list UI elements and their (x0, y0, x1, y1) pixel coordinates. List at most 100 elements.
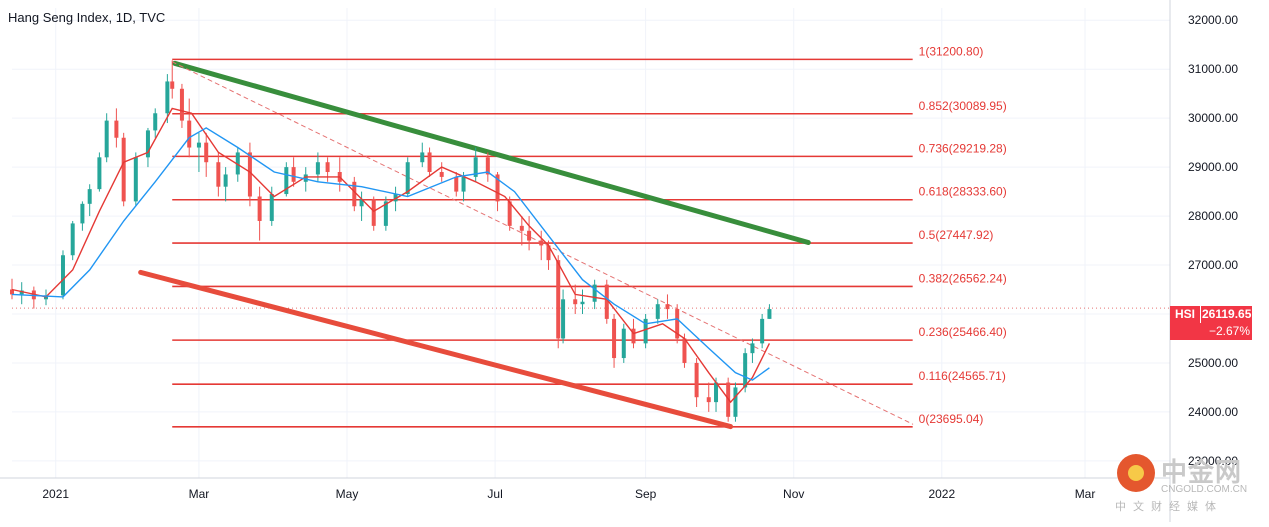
x-tick-label: 2021 (42, 487, 69, 501)
candle (196, 132, 201, 173)
candle-body (643, 318, 648, 344)
candle (284, 162, 289, 197)
fib-level-label: 0.236(25466.40) (919, 325, 1007, 339)
candle (87, 184, 92, 217)
candle (556, 255, 561, 349)
candle-body (60, 255, 65, 296)
candle (153, 108, 158, 138)
candle (187, 98, 192, 158)
candle-body (420, 152, 425, 163)
candle (539, 230, 544, 261)
candle (179, 83, 184, 128)
candle-body (10, 289, 14, 295)
candle-body (393, 194, 398, 202)
candle (420, 142, 425, 168)
price-badge: HSI 26119.65 −2.67% (1170, 306, 1252, 340)
candle (352, 176, 357, 212)
candle (767, 304, 772, 319)
candle-body (461, 176, 466, 192)
y-tick-label: 32000.00 (1188, 13, 1238, 27)
candle (473, 147, 478, 182)
candle-body (592, 284, 597, 302)
candle-body (352, 181, 357, 207)
y-tick-label: 28000.00 (1188, 209, 1238, 223)
fibonacci-levels: 1(31200.80) 0.852(30089.95) 0.736(29219.28… (12, 44, 1170, 428)
candle-body (682, 338, 687, 363)
candle-body (714, 382, 719, 403)
candle-body (383, 201, 388, 226)
candle-body (631, 328, 636, 344)
candle (70, 220, 75, 261)
y-tick-label: 25000.00 (1188, 356, 1238, 370)
candle (19, 282, 24, 305)
trendline-green (172, 60, 811, 246)
candle-body (665, 304, 670, 310)
candle-body (97, 157, 102, 190)
candle (694, 358, 699, 408)
candle (643, 313, 648, 349)
moving-averages (11, 107, 771, 404)
candle (145, 127, 150, 168)
badge-change: −2.67% (1208, 324, 1250, 338)
candle (80, 201, 85, 231)
axes: 32000.00 31000.00 30000.00 29000.00 28000.00… (0, 0, 1238, 522)
ma-short (11, 107, 771, 404)
y-tick-label: 24000.00 (1188, 405, 1238, 419)
cngold-logo-icon (1117, 454, 1155, 492)
candles (10, 60, 772, 422)
candle-body (247, 152, 252, 197)
candle (665, 294, 670, 319)
candle-body (573, 299, 578, 305)
fib-level-label: 0.618(28333.60) (919, 185, 1007, 199)
x-tick-label: 2022 (928, 487, 955, 501)
ma-long (11, 127, 770, 381)
candle-body (546, 245, 551, 261)
candle-body (580, 301, 585, 305)
candle (104, 113, 109, 163)
candle (573, 284, 578, 314)
candle-body (187, 120, 192, 148)
candle-body (284, 167, 289, 195)
candle (114, 108, 119, 148)
candle-body (179, 88, 184, 121)
candle (10, 278, 14, 300)
y-tick-label: 30000.00 (1188, 111, 1238, 125)
x-tick-label: Mar (1075, 487, 1096, 501)
candle-body (706, 397, 711, 403)
candle-body (539, 240, 544, 246)
candle (165, 74, 170, 124)
candle (133, 152, 138, 207)
x-tick-label: May (336, 487, 359, 501)
candle-body (196, 142, 201, 148)
candle-body (170, 81, 175, 89)
candle-body (104, 120, 109, 158)
candle-body (165, 81, 170, 114)
candle (97, 152, 102, 192)
candle (706, 382, 711, 412)
candle (170, 60, 175, 99)
candle-body (216, 162, 221, 187)
candle-body (405, 162, 410, 195)
candle (359, 191, 364, 221)
candle (439, 162, 444, 182)
candle-body (80, 203, 85, 224)
candle-body (694, 362, 699, 398)
fib-level-label: 0.382(26562.24) (919, 271, 1007, 285)
candle-body (371, 198, 376, 226)
candle (121, 132, 126, 207)
badge-symbol: HSI (1170, 306, 1201, 323)
fib-level-label: 0.5(27447.92) (919, 228, 994, 242)
candle-body (495, 174, 500, 202)
candle-body (359, 198, 364, 207)
candle (612, 313, 617, 368)
candle-body (621, 328, 626, 359)
candle (31, 286, 36, 309)
candle-body (427, 152, 432, 173)
candle (60, 250, 65, 300)
fib-level-label: 1(31200.80) (919, 44, 984, 58)
candle (383, 196, 388, 231)
trendlines (138, 60, 914, 430)
candle-body (527, 230, 532, 241)
candle-body (454, 176, 459, 192)
candle (580, 289, 585, 314)
